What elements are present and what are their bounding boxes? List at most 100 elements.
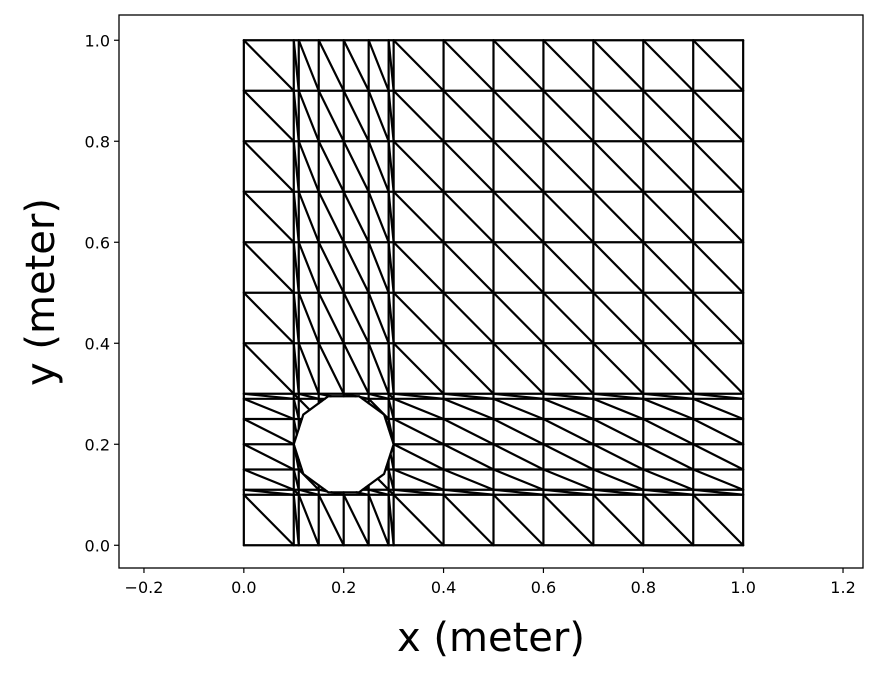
mesh-edge-diagonal [542,417,595,446]
mesh-edge-diagonal [317,89,345,143]
mesh-edge-diagonal [542,397,595,421]
mesh-edge-diagonal [297,190,320,244]
mesh-edge-diagonal [242,417,295,446]
mesh-edge-diagonal [242,397,295,421]
mesh-edge-diagonal [342,493,370,547]
mesh-edge-diagonal [392,397,445,421]
mesh-edge-diagonal [542,342,595,395]
mesh-edge-diagonal [542,291,595,345]
mesh-edge-diagonal [297,397,311,411]
mesh-edge-diagonal [492,468,545,491]
mesh-edge-diagonal [297,241,320,294]
mesh-edge-diagonal [592,190,645,244]
mesh-edge-diagonal [242,140,295,193]
mesh-edge-diagonal [492,493,545,547]
mesh-edge-diagonal [642,241,695,294]
mesh-edge-diagonal [297,39,320,92]
mesh-edge-diagonal [376,477,390,491]
mesh-edge-diagonal [692,241,745,294]
mesh-edge-diagonal [242,392,295,400]
mesh-edge-diagonal [389,452,395,471]
mesh-edge-diagonal [642,291,695,345]
mesh-edge-diagonal [442,493,495,547]
mesh-edge-diagonal [492,392,545,400]
mesh-edge-diagonal [542,39,595,92]
hole-boundary [292,395,395,494]
mesh-edge-diagonal [442,291,495,345]
mesh-edge-diagonal [392,488,445,496]
mesh-edge-diagonal [692,89,745,143]
mesh-edge-diagonal [692,417,745,446]
mesh-edge-diagonal [492,342,545,395]
x-tick-label: −0.2 [125,578,164,597]
mesh-edge-diagonal [292,291,300,345]
mesh-edge-diagonal [242,39,295,92]
mesh-edge-diagonal [367,342,390,395]
mesh-edge-diagonal [342,140,370,193]
mesh-edge-diagonal [242,443,295,471]
mesh-edge-diagonal [367,488,390,496]
mesh-edge-diagonal [392,392,445,400]
mesh-edge-diagonal [242,493,295,547]
mesh-edge-diagonal [242,190,295,244]
x-axis-label: x (meter) [397,615,585,661]
mesh-edge-diagonal [692,39,745,92]
mesh-edge-diagonal [292,493,300,547]
mesh-edge-diagonal [392,140,445,193]
mesh-edge-diagonal [642,190,695,244]
mesh-edge-diagonal [642,342,695,395]
mesh-edge-diagonal [442,417,495,446]
mesh-edge-diagonal [592,468,645,491]
mesh-edge-diagonal [242,291,295,345]
mesh-edge-diagonal [317,241,345,294]
mesh-edge-diagonal [297,392,320,400]
mesh-edge-diagonal [642,140,695,193]
mesh-edge-diagonal [592,140,645,193]
mesh-edge-diagonal [542,140,595,193]
mesh-edge-diagonal [642,39,695,92]
mesh-edge-diagonal [242,488,295,496]
y-tick-label: 0.4 [85,334,110,353]
mesh-edge-diagonal [492,140,545,193]
x-tick-label: 0.6 [531,578,556,597]
mesh-edge-diagonal [492,397,545,421]
mesh-edge-diagonal [387,140,395,193]
mesh-edge-diagonal [442,443,495,471]
mesh-edge-diagonal [692,342,745,395]
mesh-edge-diagonal [492,89,545,143]
mesh-edge-diagonal [392,443,445,471]
mesh-edge-diagonal [642,468,695,491]
mesh-edge-diagonal [392,190,445,244]
mesh-edge-diagonal [387,342,395,395]
mesh-edge-diagonal [292,468,300,491]
mesh-edge-diagonal [392,241,445,294]
mesh-edge-diagonal [542,488,595,496]
mesh-edge-diagonal [317,493,345,547]
mesh-edge-diagonal [367,89,390,143]
mesh-edge-diagonal [392,39,445,92]
y-tick-label: 0.0 [85,536,110,555]
mesh-edge-diagonal [317,140,345,193]
mesh-edge-diagonal [642,397,695,421]
mesh-edge-diagonal [367,190,390,244]
mesh-edge-diagonal [692,140,745,193]
mesh-edge-diagonal [367,392,390,400]
mesh-edge-diagonal [292,342,300,395]
mesh-edge-diagonal [342,89,370,143]
mesh-edge-diagonal [297,140,320,193]
plot-frame [118,14,864,569]
mesh-edge-diagonal [692,397,745,421]
mesh-edge-diagonal [592,493,645,547]
mesh-edge-diagonal [492,291,545,345]
x-tick-label: 1.2 [830,578,855,597]
mesh-edge-diagonal [492,417,545,446]
mesh-edge-diagonal [442,392,495,400]
mesh-edge-diagonal [292,39,300,92]
mesh-edge-diagonal [492,443,545,471]
mesh-edge-diagonal [442,89,495,143]
mesh-edge-diagonal [387,89,395,143]
mesh-edge-diagonal [297,291,320,345]
y-tick-label: 0.2 [85,435,110,454]
y-tick-label: 0.6 [85,233,110,252]
